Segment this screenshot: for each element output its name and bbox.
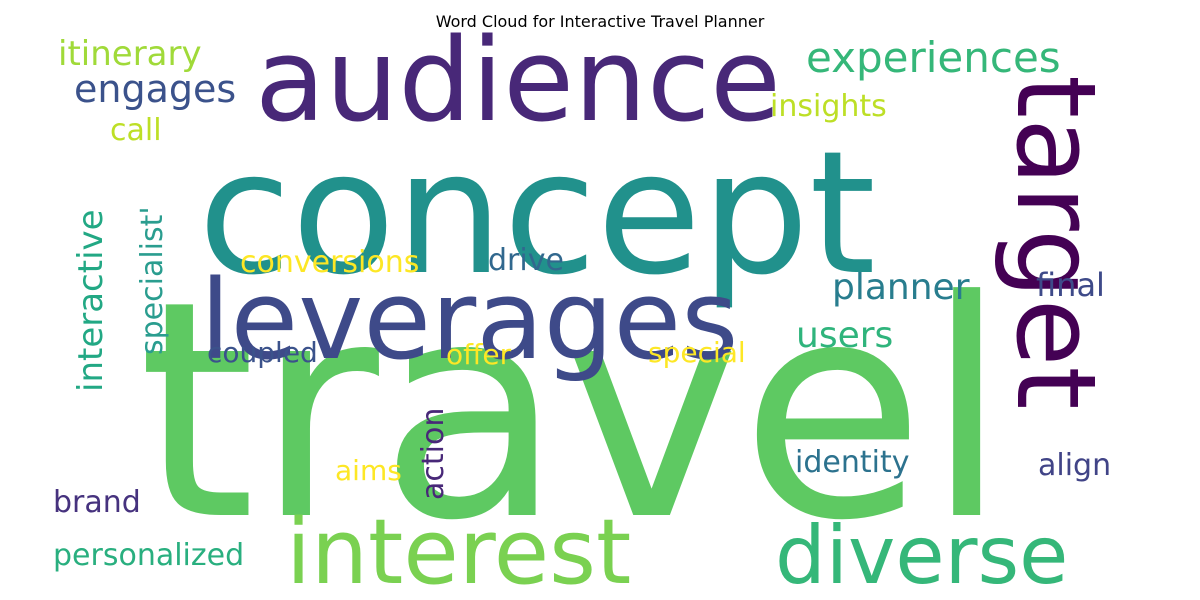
word-offer: offer xyxy=(446,338,512,371)
word-audience: audience xyxy=(255,14,781,148)
word-target: target xyxy=(992,75,1120,409)
chart-title: Word Cloud for Interactive Travel Planne… xyxy=(435,12,765,31)
word-coupled: coupled xyxy=(207,336,318,369)
word-specialist: specialist' xyxy=(135,206,170,355)
word-aims: aims xyxy=(335,454,402,487)
word-diverse: diverse xyxy=(775,509,1068,600)
word-interest: interest xyxy=(286,500,631,600)
word-users: users xyxy=(796,315,893,356)
word-engages: engages xyxy=(74,67,236,111)
word-concept: concept xyxy=(198,115,876,313)
word-conversions: conversions xyxy=(240,245,419,280)
word-planner: planner xyxy=(832,267,970,308)
word-leverages: leverages xyxy=(200,256,738,384)
word-travel: travel xyxy=(138,237,1008,586)
word-experiences: experiences xyxy=(806,33,1061,82)
word-call: call xyxy=(110,113,162,148)
word-special: special xyxy=(648,336,746,369)
word-drive: drive xyxy=(488,243,564,278)
word-action: action xyxy=(416,408,451,500)
word-personalized: personalized xyxy=(53,538,244,573)
word-interactive: interactive xyxy=(71,209,111,392)
word-brand: brand xyxy=(53,485,141,520)
word-insights: insights xyxy=(770,89,887,124)
word-identity: identity xyxy=(795,445,909,480)
word-final: final xyxy=(1036,266,1105,304)
word-align: align xyxy=(1038,448,1111,483)
word-itinerary: itinerary xyxy=(58,34,202,74)
